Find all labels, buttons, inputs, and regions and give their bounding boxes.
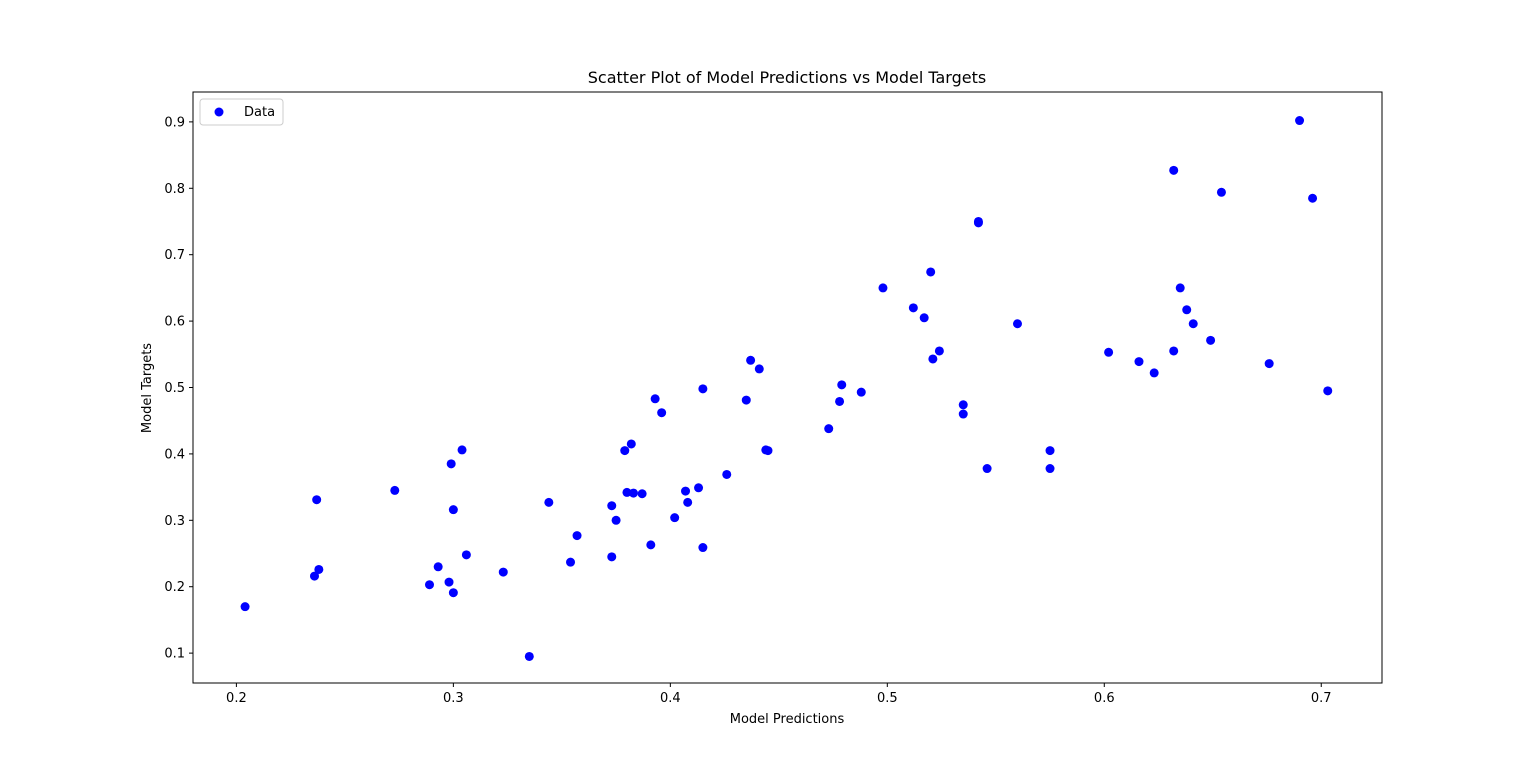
data-point xyxy=(448,505,458,515)
legend-marker xyxy=(214,107,224,117)
data-point xyxy=(628,488,638,498)
data-point xyxy=(878,283,888,293)
data-point xyxy=(934,346,944,356)
data-point xyxy=(837,380,847,390)
chart-title: Scatter Plot of Model Predictions vs Mod… xyxy=(588,68,986,87)
data-point xyxy=(683,497,693,507)
data-point xyxy=(1206,335,1216,345)
data-point xyxy=(566,557,576,567)
x-tick-label: 0.4 xyxy=(660,691,681,706)
x-tick-label: 0.2 xyxy=(226,691,247,706)
data-point xyxy=(544,497,554,507)
x-tick-label: 0.5 xyxy=(877,691,898,706)
data-point xyxy=(240,602,250,612)
data-point xyxy=(746,355,756,365)
legend: Data xyxy=(199,98,284,126)
data-point xyxy=(824,424,834,434)
x-tick-label: 0.3 xyxy=(443,691,464,706)
data-point xyxy=(681,486,691,496)
data-point xyxy=(958,409,968,419)
data-point xyxy=(1104,347,1114,357)
data-point xyxy=(433,562,443,572)
data-point xyxy=(670,513,680,523)
data-point xyxy=(446,459,456,469)
data-point xyxy=(448,588,458,598)
data-point xyxy=(763,446,773,456)
data-point xyxy=(461,550,471,560)
data-point xyxy=(1323,386,1333,396)
data-point xyxy=(835,396,845,406)
data-point xyxy=(1045,446,1055,456)
data-point xyxy=(1045,464,1055,474)
data-point xyxy=(1308,193,1318,203)
data-point xyxy=(1175,283,1185,293)
data-point xyxy=(698,543,708,553)
data-point xyxy=(919,313,929,323)
data-point xyxy=(650,394,660,404)
data-point xyxy=(722,469,732,479)
data-point xyxy=(314,564,324,574)
data-point xyxy=(611,515,621,525)
x-tick-label: 0.6 xyxy=(1094,691,1115,706)
data-point xyxy=(856,387,866,397)
points-layer xyxy=(240,116,1333,661)
y-tick-label: 0.3 xyxy=(164,514,185,529)
data-point xyxy=(310,571,320,581)
data-point xyxy=(754,364,764,374)
data-point xyxy=(694,483,704,493)
data-point xyxy=(958,400,968,410)
data-point xyxy=(1134,357,1144,367)
data-point xyxy=(572,531,582,541)
data-point xyxy=(444,577,454,587)
data-point xyxy=(646,540,656,550)
y-axis-label: Model Targets xyxy=(140,343,155,433)
data-point xyxy=(1264,359,1274,369)
data-point xyxy=(926,267,936,277)
data-point xyxy=(607,501,617,511)
y-axis: 0.1 0.2 0.3 0.4 0.5 0.6 0.7 0.8 0.9 xyxy=(164,115,193,662)
data-point xyxy=(424,580,434,590)
legend-label: Data xyxy=(244,105,275,120)
x-axis: 0.2 0.3 0.4 0.5 0.6 0.7 xyxy=(226,683,1332,706)
data-point xyxy=(390,485,400,495)
data-point xyxy=(607,552,617,562)
y-tick-label: 0.7 xyxy=(164,248,185,263)
data-point xyxy=(908,303,918,313)
data-point xyxy=(982,464,992,474)
data-point xyxy=(498,567,508,577)
data-point xyxy=(524,651,534,661)
x-tick-label: 0.7 xyxy=(1311,691,1332,706)
data-point xyxy=(1149,368,1159,378)
y-tick-label: 0.8 xyxy=(164,182,185,197)
data-point xyxy=(1169,346,1179,356)
data-point xyxy=(312,495,322,505)
data-point xyxy=(620,446,630,456)
data-point xyxy=(457,445,467,455)
data-point xyxy=(626,439,636,449)
data-point xyxy=(928,354,938,364)
y-tick-label: 0.6 xyxy=(164,315,185,330)
data-point xyxy=(741,395,751,405)
y-tick-label: 0.1 xyxy=(164,647,185,662)
data-point xyxy=(657,408,667,418)
data-point xyxy=(698,384,708,394)
x-axis-label: Model Predictions xyxy=(730,712,845,727)
data-point xyxy=(1012,319,1022,329)
y-tick-label: 0.2 xyxy=(164,580,185,595)
data-point xyxy=(637,489,647,499)
legend-box xyxy=(199,98,284,126)
data-point xyxy=(622,487,632,497)
data-point xyxy=(1295,116,1305,126)
data-point xyxy=(1188,319,1198,329)
y-tick-label: 0.4 xyxy=(164,447,185,462)
data-point xyxy=(1182,305,1192,315)
y-tick-label: 0.5 xyxy=(164,381,185,396)
data-point xyxy=(1169,165,1179,175)
y-tick-label: 0.9 xyxy=(164,115,185,130)
data-point xyxy=(973,218,983,228)
data-point xyxy=(1216,187,1226,197)
